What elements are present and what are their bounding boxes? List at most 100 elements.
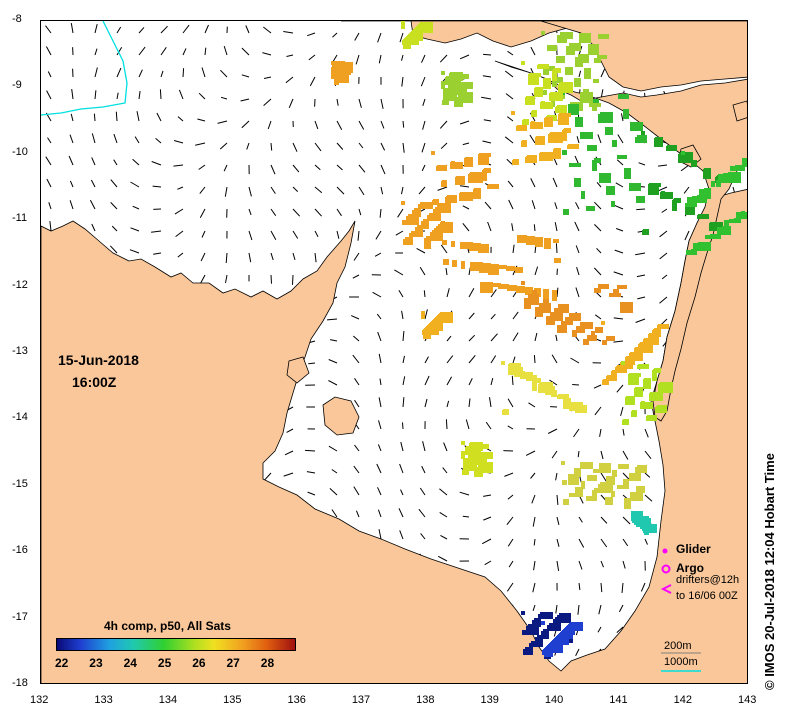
current-vector (46, 178, 52, 188)
current-vector (614, 249, 624, 254)
current-vector (378, 397, 382, 408)
current-vector (178, 89, 184, 100)
sst-pixel (529, 73, 541, 77)
current-vector (600, 516, 608, 524)
current-vector (309, 76, 316, 87)
sst-pixel (517, 235, 527, 243)
current-vector (223, 164, 228, 172)
current-vector (600, 582, 603, 593)
sst-pixel (568, 144, 579, 149)
current-vector (622, 450, 629, 460)
current-vector (308, 362, 316, 365)
current-vector (336, 208, 342, 217)
sst-pixel (602, 340, 607, 345)
sst-pixel (577, 405, 587, 413)
sst-pixel (441, 81, 445, 89)
current-vector (555, 604, 558, 614)
lon-tick-label: 142 (673, 694, 692, 706)
lon-tick-label: 141 (609, 694, 628, 706)
sst-pixel (644, 378, 651, 389)
current-vector (241, 47, 250, 56)
current-vector (308, 54, 316, 61)
sst-pixel (457, 85, 467, 93)
sst-pixel (587, 335, 597, 341)
current-vector (511, 375, 514, 386)
current-vector (593, 384, 602, 389)
current-vector (573, 428, 580, 438)
current-vector (481, 96, 492, 100)
current-vector (554, 222, 558, 232)
current-vector (490, 377, 494, 386)
sst-pixel (599, 463, 611, 473)
lat-tick-label: -18 (12, 677, 28, 689)
current-vector (45, 25, 52, 34)
sst-pixel (580, 322, 593, 329)
current-vector (578, 70, 582, 78)
sst-pixel (508, 364, 519, 375)
current-vector (394, 269, 404, 276)
current-vector (549, 379, 558, 386)
current-vector (620, 406, 624, 417)
sst-pixel (437, 205, 447, 213)
sst-pixel (535, 87, 543, 97)
current-vector (644, 428, 649, 438)
sst-pixel (565, 317, 573, 325)
current-vector (462, 515, 470, 518)
current-vector (578, 560, 583, 570)
sst-pixel (583, 339, 589, 345)
sst-pixel (541, 621, 545, 625)
colorbar-tick-label: 23 (89, 656, 103, 670)
sst-pixel (660, 382, 673, 393)
current-vector (531, 494, 536, 504)
current-vector (575, 202, 580, 210)
sst-pixel (454, 78, 461, 83)
sst-pixel (554, 258, 561, 263)
sst-pixel (484, 168, 491, 173)
sst-pixel (640, 342, 653, 353)
sst-pixel (617, 155, 627, 159)
sst-pixel (557, 35, 567, 43)
sst-pixel (606, 476, 615, 485)
sst-pixel (569, 163, 581, 167)
current-vector (402, 355, 405, 364)
current-vector (69, 134, 74, 144)
sst-pixel (717, 227, 725, 235)
current-vector (70, 113, 74, 122)
current-vector (533, 355, 536, 364)
sst-pixel (643, 229, 649, 235)
sst-pixel (560, 82, 573, 93)
sst-pixel (451, 241, 455, 247)
current-vector (556, 538, 560, 547)
current-vector (270, 252, 274, 261)
lon-tick-label: 140 (544, 694, 564, 706)
current-vector (482, 75, 492, 78)
sst-pixel (506, 266, 515, 271)
map-area (40, 20, 748, 684)
current-vector (504, 472, 514, 477)
sst-pixel (526, 236, 535, 245)
time-label: 16:00Z (72, 374, 117, 390)
current-vector (355, 510, 360, 518)
sst-pixel (526, 626, 535, 635)
sst-colorbar (56, 638, 296, 651)
legend-glider: Glider (676, 542, 711, 556)
lat-tick-label: -14 (12, 411, 28, 424)
current-vector (94, 23, 98, 34)
sst-pixel (452, 260, 457, 267)
lon-tick-label: 133 (94, 694, 113, 706)
current-vector (530, 472, 536, 479)
current-vector (270, 274, 272, 284)
current-vector (554, 202, 558, 210)
current-vector (600, 560, 604, 568)
sst-pixel (406, 216, 415, 225)
current-vector (283, 472, 294, 477)
current-vector (595, 314, 602, 320)
current-vector (616, 159, 624, 166)
colorbar-tick-label: 26 (192, 656, 206, 670)
sst-pixel (536, 136, 545, 145)
sst-pixel (576, 326, 585, 333)
current-vector (240, 98, 250, 102)
current-vector (94, 67, 98, 78)
sst-pixel (644, 524, 657, 533)
current-vector (377, 487, 382, 496)
